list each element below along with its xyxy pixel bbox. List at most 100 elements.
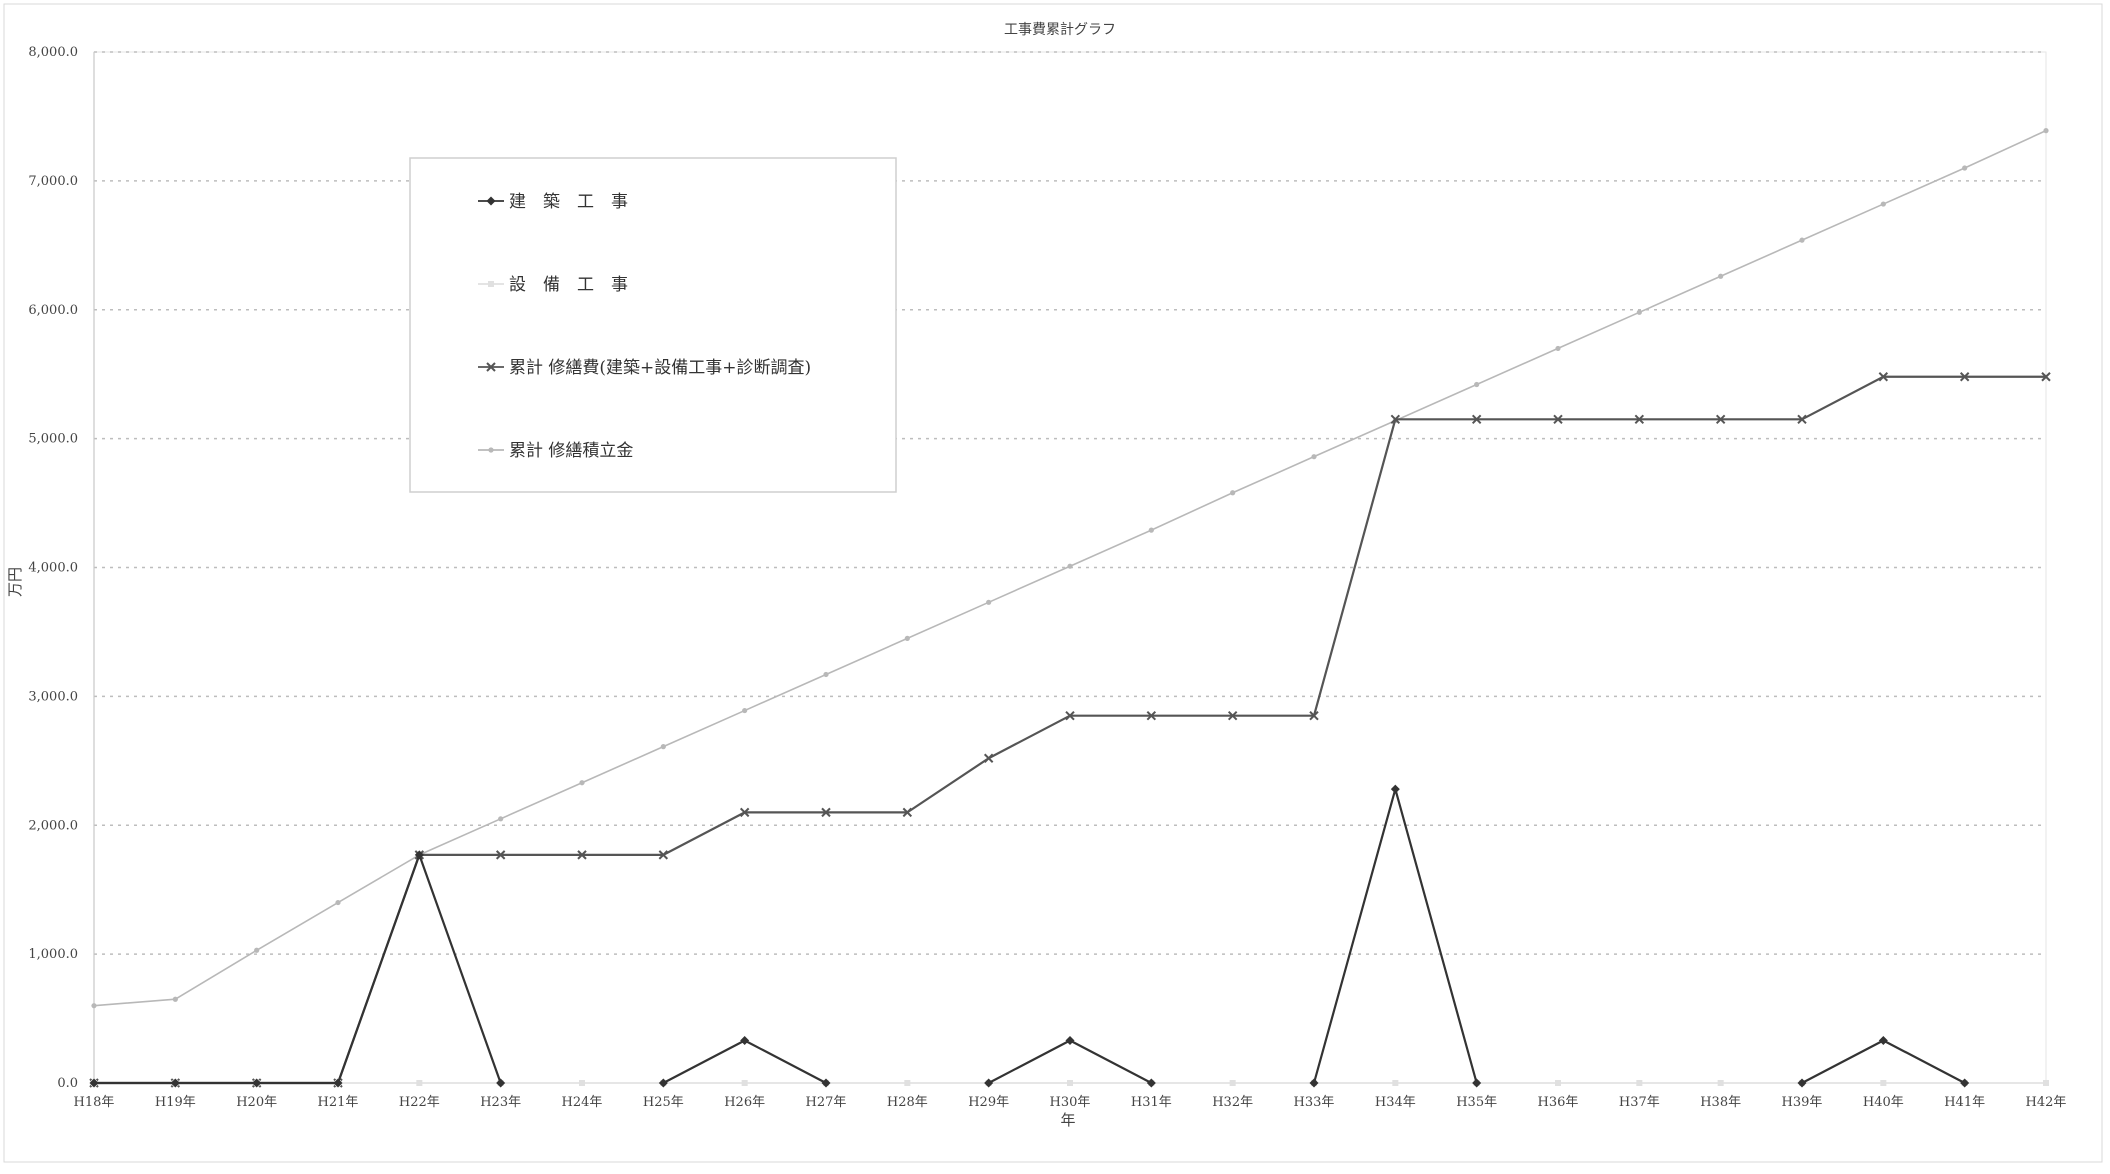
x-tick-label: H42年: [2026, 1095, 2067, 1110]
data-point: [1880, 1080, 1887, 1086]
data-point: [984, 1078, 994, 1088]
data-point: [1718, 273, 1724, 279]
axes: 0.0 1,000.0 2,000.0 3,000.0 4,000.0 5,000.0 6,…: [28, 45, 2066, 1110]
marker-stroke: [495, 850, 506, 860]
data-point: [1636, 309, 1642, 315]
data-point: [252, 1078, 262, 1088]
data-point: [1227, 710, 1238, 721]
data-point: [1311, 454, 1317, 460]
series-3: [89, 372, 2051, 1088]
series-2: [91, 1080, 2049, 1086]
series-line: [988, 1039, 1152, 1084]
marker-stroke: [902, 807, 913, 818]
marker-stroke: [1309, 710, 1319, 721]
x-tick-label: H33年: [1294, 1095, 1335, 1110]
series-layer: [89, 128, 2051, 1088]
data-point: [1230, 490, 1236, 496]
data-point: [1472, 1078, 1482, 1088]
marker-stroke: [1471, 414, 1482, 425]
data-point: [902, 807, 913, 818]
data-point: [333, 1078, 343, 1088]
x-tick-label: H38年: [1700, 1095, 1741, 1110]
legend-item: 累計 修繕費(建築+設備工事+診断調査): [478, 358, 811, 378]
x-tick-label: H24年: [562, 1095, 603, 1110]
data-point: [496, 1078, 506, 1088]
x-tick-label: H18年: [74, 1095, 115, 1110]
x-tick-label: H28年: [887, 1095, 928, 1110]
legend-box: [409, 157, 897, 493]
legend-label: 累計 修繕積立金: [509, 441, 633, 461]
data-point: [1960, 1078, 1970, 1088]
data-point: [739, 807, 750, 818]
data-point: [1065, 1035, 1075, 1045]
data-point: [821, 807, 831, 818]
x-tick-label: H25年: [643, 1095, 684, 1110]
series-line: [1312, 788, 1478, 1084]
chart-title: 工事費累計グラフ: [1004, 22, 1116, 38]
x-tick-label: H36年: [1538, 1095, 1579, 1110]
x-tick-label: H27年: [806, 1095, 847, 1110]
data-point: [416, 1080, 423, 1086]
data-point: [1392, 1080, 1399, 1086]
x-tick-label: H39年: [1782, 1095, 1823, 1110]
data-point: [1474, 381, 1480, 388]
data-point: [1553, 414, 1563, 425]
series-line: [1801, 1039, 1966, 1084]
y-tick-label: 4,000.0: [28, 561, 78, 576]
marker-stroke: [983, 753, 994, 763]
x-tick-label: H41年: [1944, 1095, 1985, 1110]
data-point: [904, 1080, 911, 1086]
data-point: [1309, 710, 1319, 721]
x-tick-label: H23年: [480, 1095, 521, 1110]
x-tick-label: H31年: [1131, 1095, 1172, 1110]
data-point: [498, 816, 504, 822]
data-point: [254, 947, 260, 953]
data-point: [1065, 710, 1075, 721]
data-point: [1959, 372, 1970, 382]
x-tick-label: H19年: [155, 1095, 196, 1110]
x-axis-title: 年: [1060, 1111, 1075, 1129]
marker-stroke: [1390, 414, 1401, 425]
data-point: [1799, 237, 1805, 243]
marker-stroke: [1959, 372, 1970, 382]
x-tick-label: H21年: [318, 1095, 359, 1110]
data-point: [1555, 1080, 1561, 1086]
data-point: [335, 899, 341, 906]
legend-item: 建 築 工 事: [478, 192, 628, 212]
marker-stroke: [1715, 414, 1726, 425]
legend-swatch-marker: [488, 281, 494, 287]
data-point: [1715, 414, 1726, 425]
data-point: [89, 1078, 99, 1088]
data-point: [904, 635, 910, 641]
data-point: [1717, 1080, 1724, 1086]
data-point: [577, 850, 587, 860]
data-point: [2043, 128, 2049, 134]
marker-stroke: [1146, 710, 1157, 721]
data-point: [983, 753, 994, 763]
data-point: [741, 1080, 748, 1086]
marker-stroke: [658, 850, 669, 860]
marker-stroke: [1634, 414, 1645, 425]
data-point: [172, 996, 178, 1002]
x-tick-label: H37年: [1619, 1095, 1660, 1110]
marker-stroke: [1878, 372, 1889, 382]
x-tick-label: H32年: [1212, 1095, 1253, 1110]
marker-stroke: [1065, 710, 1075, 721]
data-point: [1229, 1080, 1236, 1086]
series-line: [94, 375, 2046, 1085]
data-point: [1309, 1078, 1319, 1088]
data-point: [986, 599, 992, 605]
y-tick-label: 0.0: [57, 1076, 78, 1091]
data-point: [740, 1035, 750, 1045]
marker-stroke: [1227, 710, 1238, 721]
data-point: [1797, 1078, 1807, 1088]
data-point: [823, 671, 829, 678]
x-tick-label: H20年: [236, 1095, 277, 1110]
y-tick-label: 7,000.0: [28, 174, 78, 189]
marker-stroke: [739, 807, 750, 818]
legend: 建 築 工 事設 備 工 事累計 修繕費(建築+設備工事+診断調査) 累計 修繕積…: [409, 157, 897, 493]
y-tick-label: 2,000.0: [28, 818, 78, 833]
series-1: [89, 784, 1970, 1088]
